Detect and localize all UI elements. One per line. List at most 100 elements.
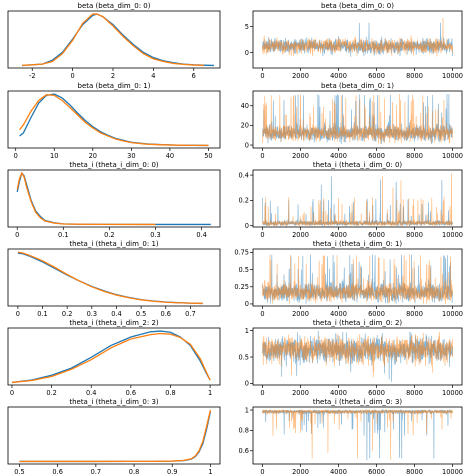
y-tick-label: 5: [245, 23, 249, 31]
x-tick-label: 0.4: [111, 310, 122, 318]
x-tick-label: 0.9: [167, 468, 178, 475]
x-tick-label: 0: [14, 152, 18, 160]
plot-area: [19, 409, 212, 463]
x-tick-label: 0.3: [150, 231, 161, 239]
plot-area: [17, 251, 203, 305]
x-tick-label: 50: [204, 152, 212, 160]
x-tick-label: 0: [71, 72, 75, 80]
panel-title: theta_i (theta_i_dim_0: 3): [69, 398, 159, 406]
x-tick-label: 0: [10, 389, 14, 397]
y-tick-label: 0: [245, 380, 249, 388]
trace-line-chain-2: [262, 254, 453, 304]
kde-line-chain-1: [19, 411, 212, 463]
panel-2-kde: beta (beta_dim_0: 1) 0 10 20 30 40 50: [7, 82, 221, 160]
x-tick-label: 0.1: [58, 231, 69, 239]
axes-frame: [7, 248, 221, 307]
panel-title: theta_i (theta_i_dim_0: 0): [69, 161, 159, 169]
panel-7-trace: theta_i (theta_i_dim_0: 1) 0 2000 4000 6000 8…: [234, 240, 463, 318]
x-tick-label: 10000: [442, 152, 463, 160]
x-tick-label: 6000: [368, 468, 385, 475]
y-tick-label: 0: [245, 141, 249, 149]
x-tick-label: 2000: [292, 72, 309, 80]
x-tick-label: 6000: [368, 389, 385, 397]
x-tick-label: 0: [260, 468, 264, 475]
trace-line-chain-2: [262, 408, 453, 460]
axes-frame: [252, 406, 463, 465]
y-tick-label: 1: [245, 327, 249, 335]
x-tick-label: 4: [151, 72, 155, 80]
x-tick-label: 0.2: [104, 231, 115, 239]
x-tick-label: 0.2: [46, 389, 57, 397]
y-tick-label: 40: [241, 102, 249, 110]
trace-line-chain-2: [262, 17, 453, 57]
x-tick-label: 0.5: [136, 310, 147, 318]
x-tick-label: 40: [166, 152, 174, 160]
axes-frame: [252, 10, 463, 69]
y-tick-label: 0.8: [239, 427, 250, 435]
x-tick-label: 10000: [442, 468, 463, 475]
x-tick-label: 4000: [330, 468, 347, 475]
plot-area: [19, 93, 209, 147]
x-tick-label: 6000: [368, 152, 385, 160]
y-tick-label: 0.2: [239, 197, 250, 205]
x-tick-label: 10000: [442, 389, 463, 397]
x-tick-label: 0: [260, 389, 264, 397]
panel-8-kde: theta_i (theta_i_dim_2: 2) 0 0.2 0.4 0.6 0.8 1: [7, 319, 221, 397]
plot-area: [262, 94, 453, 144]
axes-frame: [7, 327, 221, 386]
x-tick-label: 1: [208, 468, 212, 475]
x-tick-label: 0.6: [52, 468, 63, 475]
x-tick-label: 8000: [406, 72, 423, 80]
x-tick-label: 8000: [406, 310, 423, 318]
panel-title: beta (beta_dim_0: 0): [321, 2, 394, 10]
y-tick-label: 0.75: [234, 249, 249, 257]
kde-line-chain-1: [17, 252, 203, 305]
x-tick-label: 10000: [442, 310, 463, 318]
panel-title: theta_i (theta_i_dim_0: 3): [313, 398, 403, 406]
x-tick-label: 4000: [330, 152, 347, 160]
x-tick-label: 10: [50, 152, 58, 160]
kde-line-chain-2: [19, 409, 212, 463]
kde-line-chain-1: [16, 171, 211, 226]
panel-11-trace: theta_i (theta_i_dim_0: 3) 0 2000 4000 6000 8…: [239, 398, 463, 475]
x-tick-label: 0: [16, 310, 20, 318]
x-tick-label: 2: [111, 72, 115, 80]
panel-title: theta_i (theta_i_dim_0: 0): [313, 161, 403, 169]
axes-frame: [7, 169, 221, 228]
axes-frame: [7, 406, 221, 465]
plot-area: [262, 254, 453, 304]
panel-title: theta_i (theta_i_dim_0: 1): [69, 240, 159, 248]
kde-line-chain-2: [11, 332, 211, 384]
kde-line-chain-2: [19, 94, 209, 147]
panel-3-trace: beta (beta_dim_0: 1) 0 2000 4000 6000 8000 100…: [241, 82, 463, 160]
axes-frame: [7, 90, 221, 149]
panel-1-trace: beta (beta_dim_0: 0) 0 2000 4000 6000 8000 100…: [245, 2, 463, 80]
x-tick-label: 0.5: [14, 468, 25, 475]
y-tick-label: 0.25: [234, 283, 249, 291]
x-tick-label: 8000: [406, 231, 423, 239]
x-tick-label: 2000: [292, 468, 309, 475]
axes-frame: [252, 90, 463, 149]
plot-area: [16, 171, 211, 226]
x-tick-label: -2: [29, 72, 36, 80]
x-tick-label: 0.6: [126, 389, 137, 397]
x-tick-label: 0.1: [37, 310, 48, 318]
x-tick-label: 0.3: [87, 310, 98, 318]
x-tick-label: 0: [260, 152, 264, 160]
x-tick-label: 0: [260, 72, 264, 80]
plot-area: [262, 173, 453, 227]
y-tick-label: 0.5: [239, 353, 250, 361]
x-tick-label: 0.8: [165, 389, 176, 397]
x-tick-label: 0: [260, 231, 264, 239]
x-tick-label: 0.4: [86, 389, 97, 397]
x-tick-label: 8000: [406, 468, 423, 475]
axes-frame: [252, 327, 463, 386]
x-tick-label: 0.7: [91, 468, 102, 475]
trace-line-chain-1: [262, 176, 453, 227]
kde-line-chain-1: [11, 330, 211, 384]
x-tick-label: 0.8: [129, 468, 140, 475]
panel-10-kde: theta_i (theta_i_dim_0: 3) 0.5 0.6 0.7 0.8 0.…: [7, 398, 221, 475]
x-tick-label: 2000: [292, 231, 309, 239]
panel-title: theta_i (theta_i_dim_0: 1): [313, 240, 403, 248]
